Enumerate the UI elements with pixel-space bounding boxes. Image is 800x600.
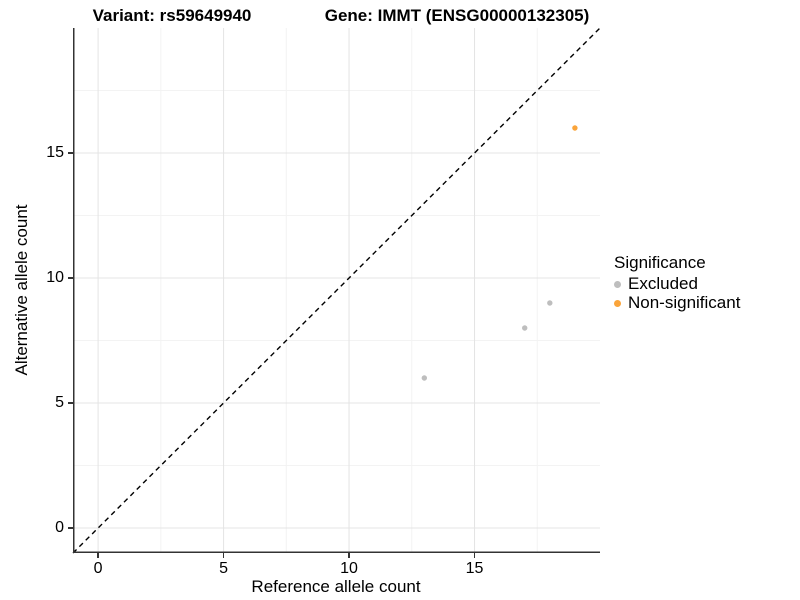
y-axis-title: Alternative allele count: [12, 204, 31, 376]
legend-dot-icon: [614, 280, 621, 288]
x-tick-mark: [222, 553, 225, 558]
x-tick-label: 10: [340, 560, 358, 577]
legend-title: Significance: [614, 253, 706, 272]
identity-line: [72, 27, 601, 554]
legend-item-label: Non-significant: [628, 293, 741, 312]
legend-item-label: Excluded: [628, 274, 698, 293]
x-tick-mark: [97, 553, 99, 558]
x-tick-mark: [348, 553, 350, 558]
x-tick-label: 0: [93, 560, 103, 577]
plot-title-gene: Gene: IMMT (ENSG00000132305): [324, 6, 590, 25]
y-tick-label: 0: [55, 519, 64, 536]
y-tick-label: 5: [55, 394, 64, 411]
legend-items: Excluded Non-significant: [614, 275, 740, 312]
x-axis-title: Reference allele count: [251, 577, 421, 596]
y-tick-label: 10: [46, 269, 64, 286]
data-point-excluded: [522, 325, 528, 331]
legend-item: Non-significant: [614, 294, 740, 312]
data-point-excluded: [421, 375, 428, 381]
legend-dot-icon: [614, 299, 621, 307]
plot-title-variant: Variant: rs59649940: [92, 6, 252, 25]
legend-item: Excluded: [614, 275, 740, 293]
data-point-non-significant: [572, 125, 578, 131]
chart-canvas: [72, 27, 601, 554]
x-tick-label: 15: [465, 560, 484, 577]
x-tick-mark: [473, 553, 476, 558]
plot-panel: [72, 27, 601, 554]
legend: Significance Excluded Non-significant: [614, 253, 740, 313]
x-tick-label: 5: [219, 560, 229, 577]
y-tick-label: 15: [46, 144, 64, 161]
data-point-excluded: [547, 300, 553, 306]
